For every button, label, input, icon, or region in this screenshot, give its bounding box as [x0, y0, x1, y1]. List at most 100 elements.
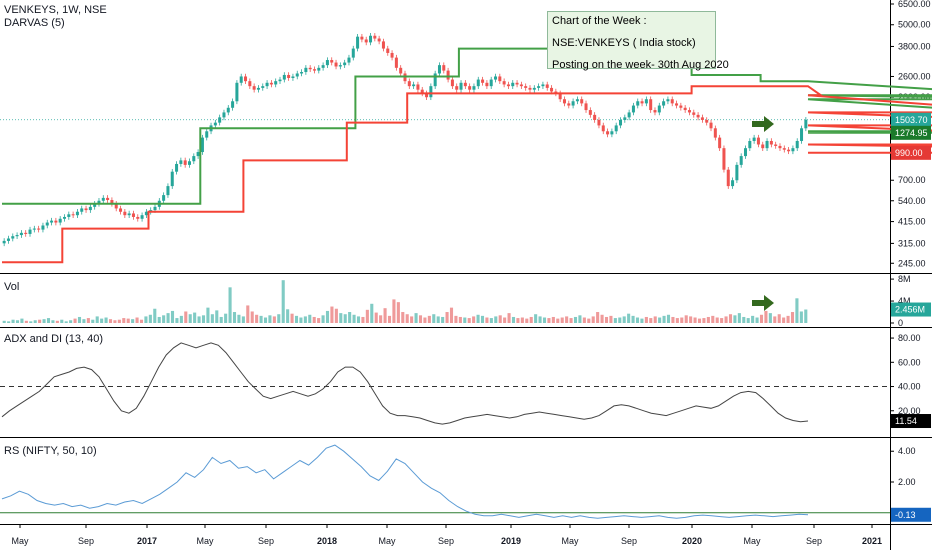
- rs-axis-label: 2.00: [898, 477, 916, 487]
- candle-body: [330, 60, 334, 63]
- volume-bar: [795, 298, 799, 323]
- volume-bar: [108, 319, 113, 323]
- candle: [494, 73, 498, 83]
- volume-bar: [556, 318, 560, 323]
- candle-body: [338, 65, 342, 67]
- candle-body: [666, 99, 670, 102]
- volume-bar: [573, 316, 578, 323]
- candle-body: [481, 79, 485, 83]
- volume-bar: [383, 308, 387, 323]
- volume-bar: [325, 310, 330, 323]
- volume-bar: [232, 312, 237, 323]
- candle-body: [62, 216, 67, 219]
- candle: [558, 90, 562, 103]
- volume-bar: [675, 318, 679, 323]
- adx-axis-label: 40.00: [898, 382, 921, 392]
- volume-bar: [387, 315, 392, 323]
- candle: [278, 76, 282, 84]
- candle-body: [446, 70, 450, 80]
- volume-bar: [294, 315, 299, 323]
- candle-body: [675, 103, 679, 106]
- price-label-badge: [891, 112, 931, 127]
- candle: [15, 232, 19, 240]
- candle: [140, 212, 144, 222]
- candle: [670, 96, 674, 107]
- candle-body: [705, 119, 709, 123]
- volume-bar: [609, 315, 613, 323]
- callout-line-2: NSE:VENKEYS ( India stock): [552, 37, 696, 49]
- candle: [700, 114, 704, 123]
- candle-body: [571, 101, 575, 106]
- candle-body: [19, 232, 23, 236]
- legend-symbol: VENKEYS, 1W, NSE: [4, 4, 107, 16]
- candle: [800, 125, 804, 144]
- candle-body: [101, 197, 105, 201]
- candle: [175, 161, 179, 175]
- candle: [636, 98, 640, 109]
- candle-body: [623, 117, 627, 120]
- volume-bar: [82, 319, 86, 323]
- volume-bar: [392, 299, 396, 323]
- volume-bar: [122, 318, 126, 323]
- candle-body: [364, 39, 368, 43]
- candle-body: [269, 82, 273, 85]
- candle: [252, 83, 256, 93]
- candle-body: [713, 128, 717, 138]
- candle-body: [601, 125, 605, 132]
- volume-bar: [742, 316, 746, 323]
- candle: [593, 112, 597, 123]
- candle: [485, 80, 489, 89]
- candle-body: [416, 84, 420, 90]
- candle-body: [636, 101, 640, 106]
- candle: [489, 76, 493, 89]
- candle: [761, 141, 765, 151]
- candle: [614, 122, 618, 135]
- volume-bar: [662, 315, 666, 323]
- candle: [50, 217, 54, 226]
- candle: [584, 100, 588, 113]
- candle-body: [356, 36, 360, 49]
- volume-bar: [768, 313, 772, 323]
- volume-bar: [2, 320, 6, 323]
- candle: [291, 73, 295, 81]
- volume-bar: [348, 312, 352, 323]
- volume-bar: [627, 313, 631, 323]
- volume-bar: [286, 309, 290, 323]
- volume-bar: [671, 316, 675, 323]
- time-axis-label: May: [11, 536, 29, 546]
- candle: [114, 201, 118, 212]
- candle-body: [407, 81, 411, 87]
- volume-bar: [728, 314, 733, 323]
- volume-bar: [666, 314, 671, 323]
- time-axis-label: May: [378, 536, 396, 546]
- volume-bar: [423, 317, 427, 323]
- candle: [101, 195, 105, 204]
- candle-body: [84, 208, 88, 211]
- volume-bar: [635, 317, 640, 323]
- volume-bar: [11, 319, 15, 323]
- candle-body: [584, 103, 588, 111]
- volume-bar: [790, 312, 795, 323]
- candle: [325, 57, 329, 68]
- candle: [334, 59, 338, 70]
- volume-bar: [494, 316, 498, 323]
- callout-line-1: Chart of the Week :: [552, 15, 647, 27]
- volume-bar: [139, 319, 144, 323]
- candle-body: [670, 99, 674, 104]
- candle-body: [752, 137, 756, 141]
- candle: [261, 83, 265, 91]
- candle-body: [700, 117, 704, 120]
- candle: [437, 62, 441, 77]
- time-axis-label: 2019: [501, 536, 521, 546]
- candle-body: [515, 82, 519, 85]
- volume-bar: [117, 319, 121, 323]
- legend-rs: RS (NIFTY, 50, 10): [4, 445, 97, 457]
- candle-body: [618, 119, 623, 126]
- candle: [649, 96, 653, 113]
- volume-bar: [126, 318, 130, 323]
- candle-body: [278, 79, 282, 82]
- candle: [433, 70, 437, 89]
- candle: [481, 76, 485, 86]
- volume-bar: [706, 316, 710, 323]
